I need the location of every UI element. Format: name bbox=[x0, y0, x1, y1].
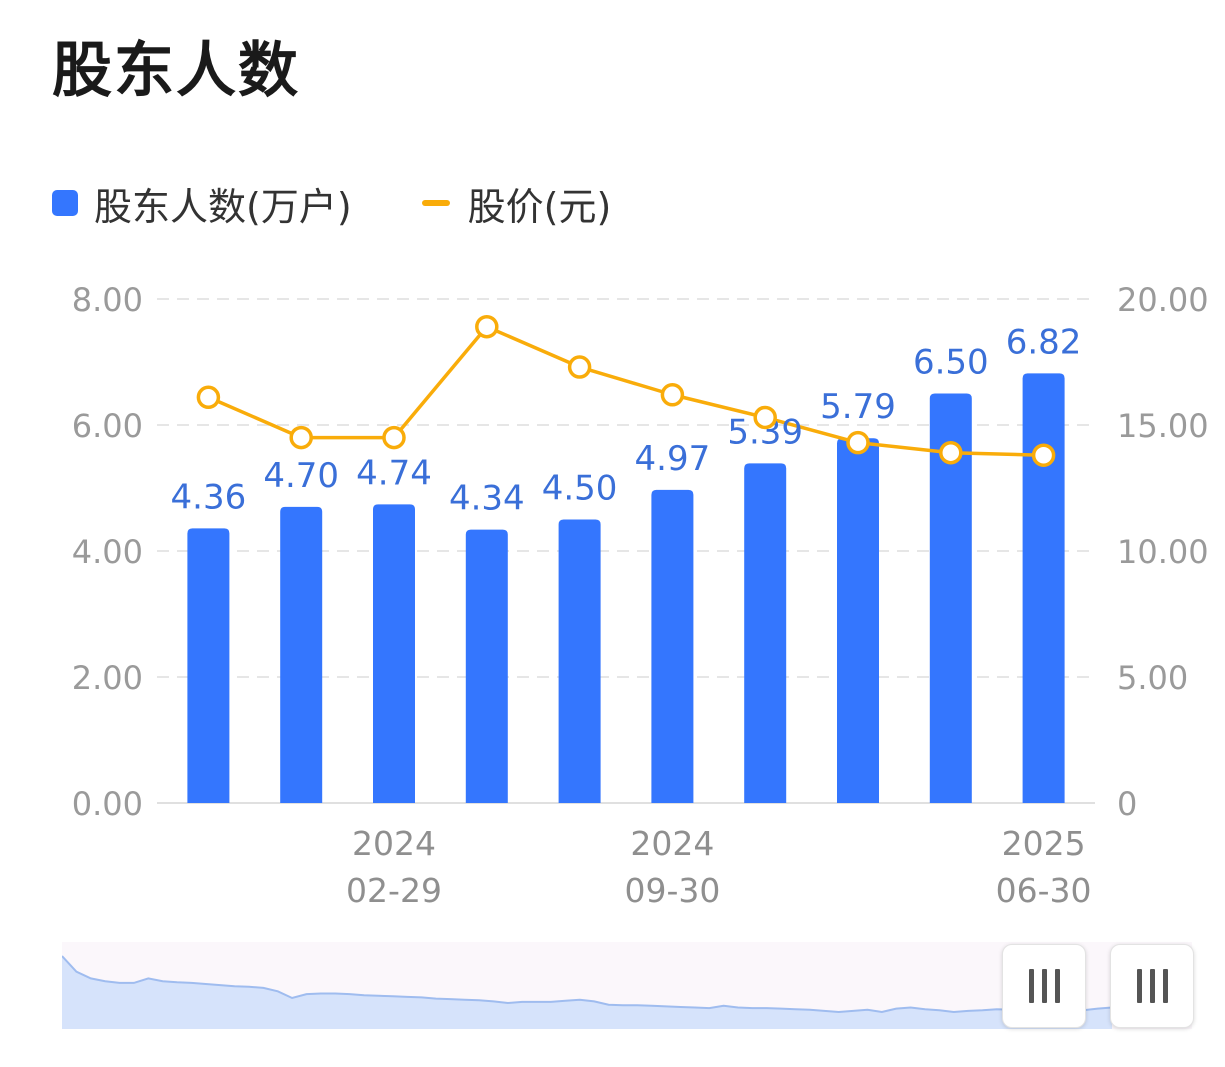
right-axis-tick: 0 bbox=[1117, 785, 1137, 823]
holders-bar bbox=[651, 489, 694, 803]
price-point bbox=[196, 385, 221, 410]
bar-value-label: 6.82 bbox=[1006, 322, 1082, 362]
range-handle-left[interactable] bbox=[1002, 944, 1086, 1028]
bar-value-label: 4.97 bbox=[635, 439, 711, 479]
holders-bar bbox=[744, 463, 787, 803]
legend-line-swatch bbox=[421, 200, 450, 206]
overview-area bbox=[62, 956, 1112, 1029]
left-axis-tick: 6.00 bbox=[72, 407, 143, 445]
holders-bar bbox=[187, 528, 230, 803]
right-axis-tick: 5.00 bbox=[1117, 659, 1188, 697]
holders-bar bbox=[373, 504, 415, 803]
price-point bbox=[846, 430, 870, 455]
holders-bar bbox=[1022, 373, 1065, 803]
legend-holders-label: 股东人数(万户) bbox=[94, 184, 352, 229]
grip-bar bbox=[1041, 969, 1047, 1003]
right-axis-tick: 20.00 bbox=[1117, 281, 1209, 319]
x-axis-year-label: 2025 bbox=[1002, 824, 1086, 863]
legend-price-label: 股价(元) bbox=[467, 184, 612, 229]
bar-value-label: 4.34 bbox=[449, 479, 525, 519]
x-axis-year-label: 2024 bbox=[630, 824, 714, 863]
holders-price-chart: 0.00 2.00 4.00 6.00 8.00 0 5.00 10.00 15.00 20.00… bbox=[72, 281, 1209, 910]
holders-bar bbox=[558, 519, 601, 803]
range-handle-right[interactable] bbox=[1110, 944, 1194, 1028]
bar-value-label: 5.79 bbox=[820, 387, 896, 427]
price-point bbox=[382, 425, 406, 450]
legend-item-price[interactable]: 股价(元) bbox=[421, 176, 612, 231]
left-axis-tick: 0.00 bbox=[72, 785, 143, 823]
overview-area-chart bbox=[61, 955, 1113, 1029]
right-axis-tick: 15.00 bbox=[1117, 407, 1209, 445]
bar-value-label: 4.36 bbox=[171, 477, 247, 517]
grip-bar bbox=[1136, 969, 1142, 1003]
price-point bbox=[567, 355, 592, 379]
bar-value-label: 4.74 bbox=[356, 453, 432, 493]
grip-bar bbox=[1028, 969, 1034, 1003]
chart-legend: 股东人数(万户) 股价(元) bbox=[52, 176, 681, 231]
x-axis-date-label: 09-30 bbox=[624, 871, 720, 910]
page-title: 股东人数 bbox=[52, 36, 300, 106]
price-point bbox=[939, 440, 963, 465]
holders-bar bbox=[929, 393, 972, 803]
grip-bar bbox=[1054, 969, 1060, 1003]
bar-value-label: 6.50 bbox=[913, 343, 989, 383]
price-point bbox=[289, 425, 313, 450]
holders-bar bbox=[465, 529, 508, 803]
bar-value-label: 4.50 bbox=[542, 469, 618, 509]
holders-bar bbox=[280, 506, 323, 803]
left-axis-tick: 4.00 bbox=[72, 533, 143, 571]
x-axis-date-label: 06-30 bbox=[996, 871, 1092, 910]
left-axis-tick: 8.00 bbox=[72, 281, 143, 319]
holders-bar bbox=[837, 438, 879, 803]
price-point bbox=[1031, 443, 1056, 467]
bar-value-label: 4.70 bbox=[263, 456, 339, 496]
right-axis-tick: 10.00 bbox=[1117, 533, 1209, 571]
price-point bbox=[753, 405, 777, 430]
overview-line bbox=[61, 955, 1113, 1014]
legend-bar-swatch bbox=[52, 190, 78, 216]
legend-item-holders[interactable]: 股东人数(万户) bbox=[52, 176, 352, 231]
x-axis-date-label: 02-29 bbox=[346, 871, 442, 910]
x-axis-year-label: 2024 bbox=[352, 824, 436, 863]
grip-bar bbox=[1162, 969, 1168, 1003]
price-line bbox=[207, 324, 1044, 457]
left-axis-tick: 2.00 bbox=[72, 659, 143, 697]
grip-bar bbox=[1149, 969, 1155, 1003]
price-point bbox=[475, 314, 499, 339]
price-point bbox=[660, 383, 685, 407]
